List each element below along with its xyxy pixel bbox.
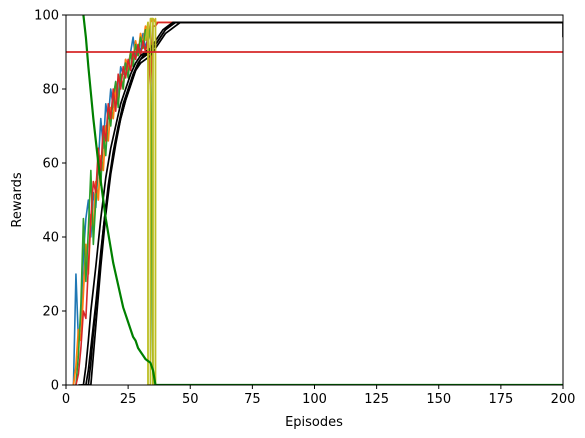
x-tick-label: 0 <box>62 392 70 407</box>
y-tick-label: 40 <box>42 231 59 246</box>
x-tick-label: 175 <box>488 392 513 407</box>
y-tick-label: 60 <box>42 157 59 172</box>
series-line-10 <box>82 15 563 385</box>
x-tick-label: 25 <box>120 392 137 407</box>
y-tick-label: 20 <box>42 305 59 320</box>
x-tick-label: 150 <box>426 392 451 407</box>
series-line-9 <box>144 17 563 385</box>
x-tick-label: 50 <box>182 392 199 407</box>
x-tick-label: 200 <box>551 392 576 407</box>
y-tick-label: 100 <box>34 9 59 24</box>
y-axis-label: Rewards <box>10 172 25 227</box>
y-tick-label: 80 <box>42 83 59 98</box>
y-tick-label: 0 <box>51 379 59 394</box>
x-tick-label: 125 <box>364 392 389 407</box>
series-line-7 <box>83 21 563 385</box>
x-axis-label: Episodes <box>285 415 343 430</box>
series-line-8 <box>85 21 563 385</box>
series-layer <box>66 15 563 385</box>
x-tick-label: 75 <box>244 392 261 407</box>
ticks-layer: 0 25 50 75 100 125 150 175 200 0 20 40 60 80 100 <box>34 9 575 408</box>
x-tick-label: 100 <box>302 392 327 407</box>
plot-area <box>66 15 563 385</box>
series-line-4 <box>75 21 563 385</box>
